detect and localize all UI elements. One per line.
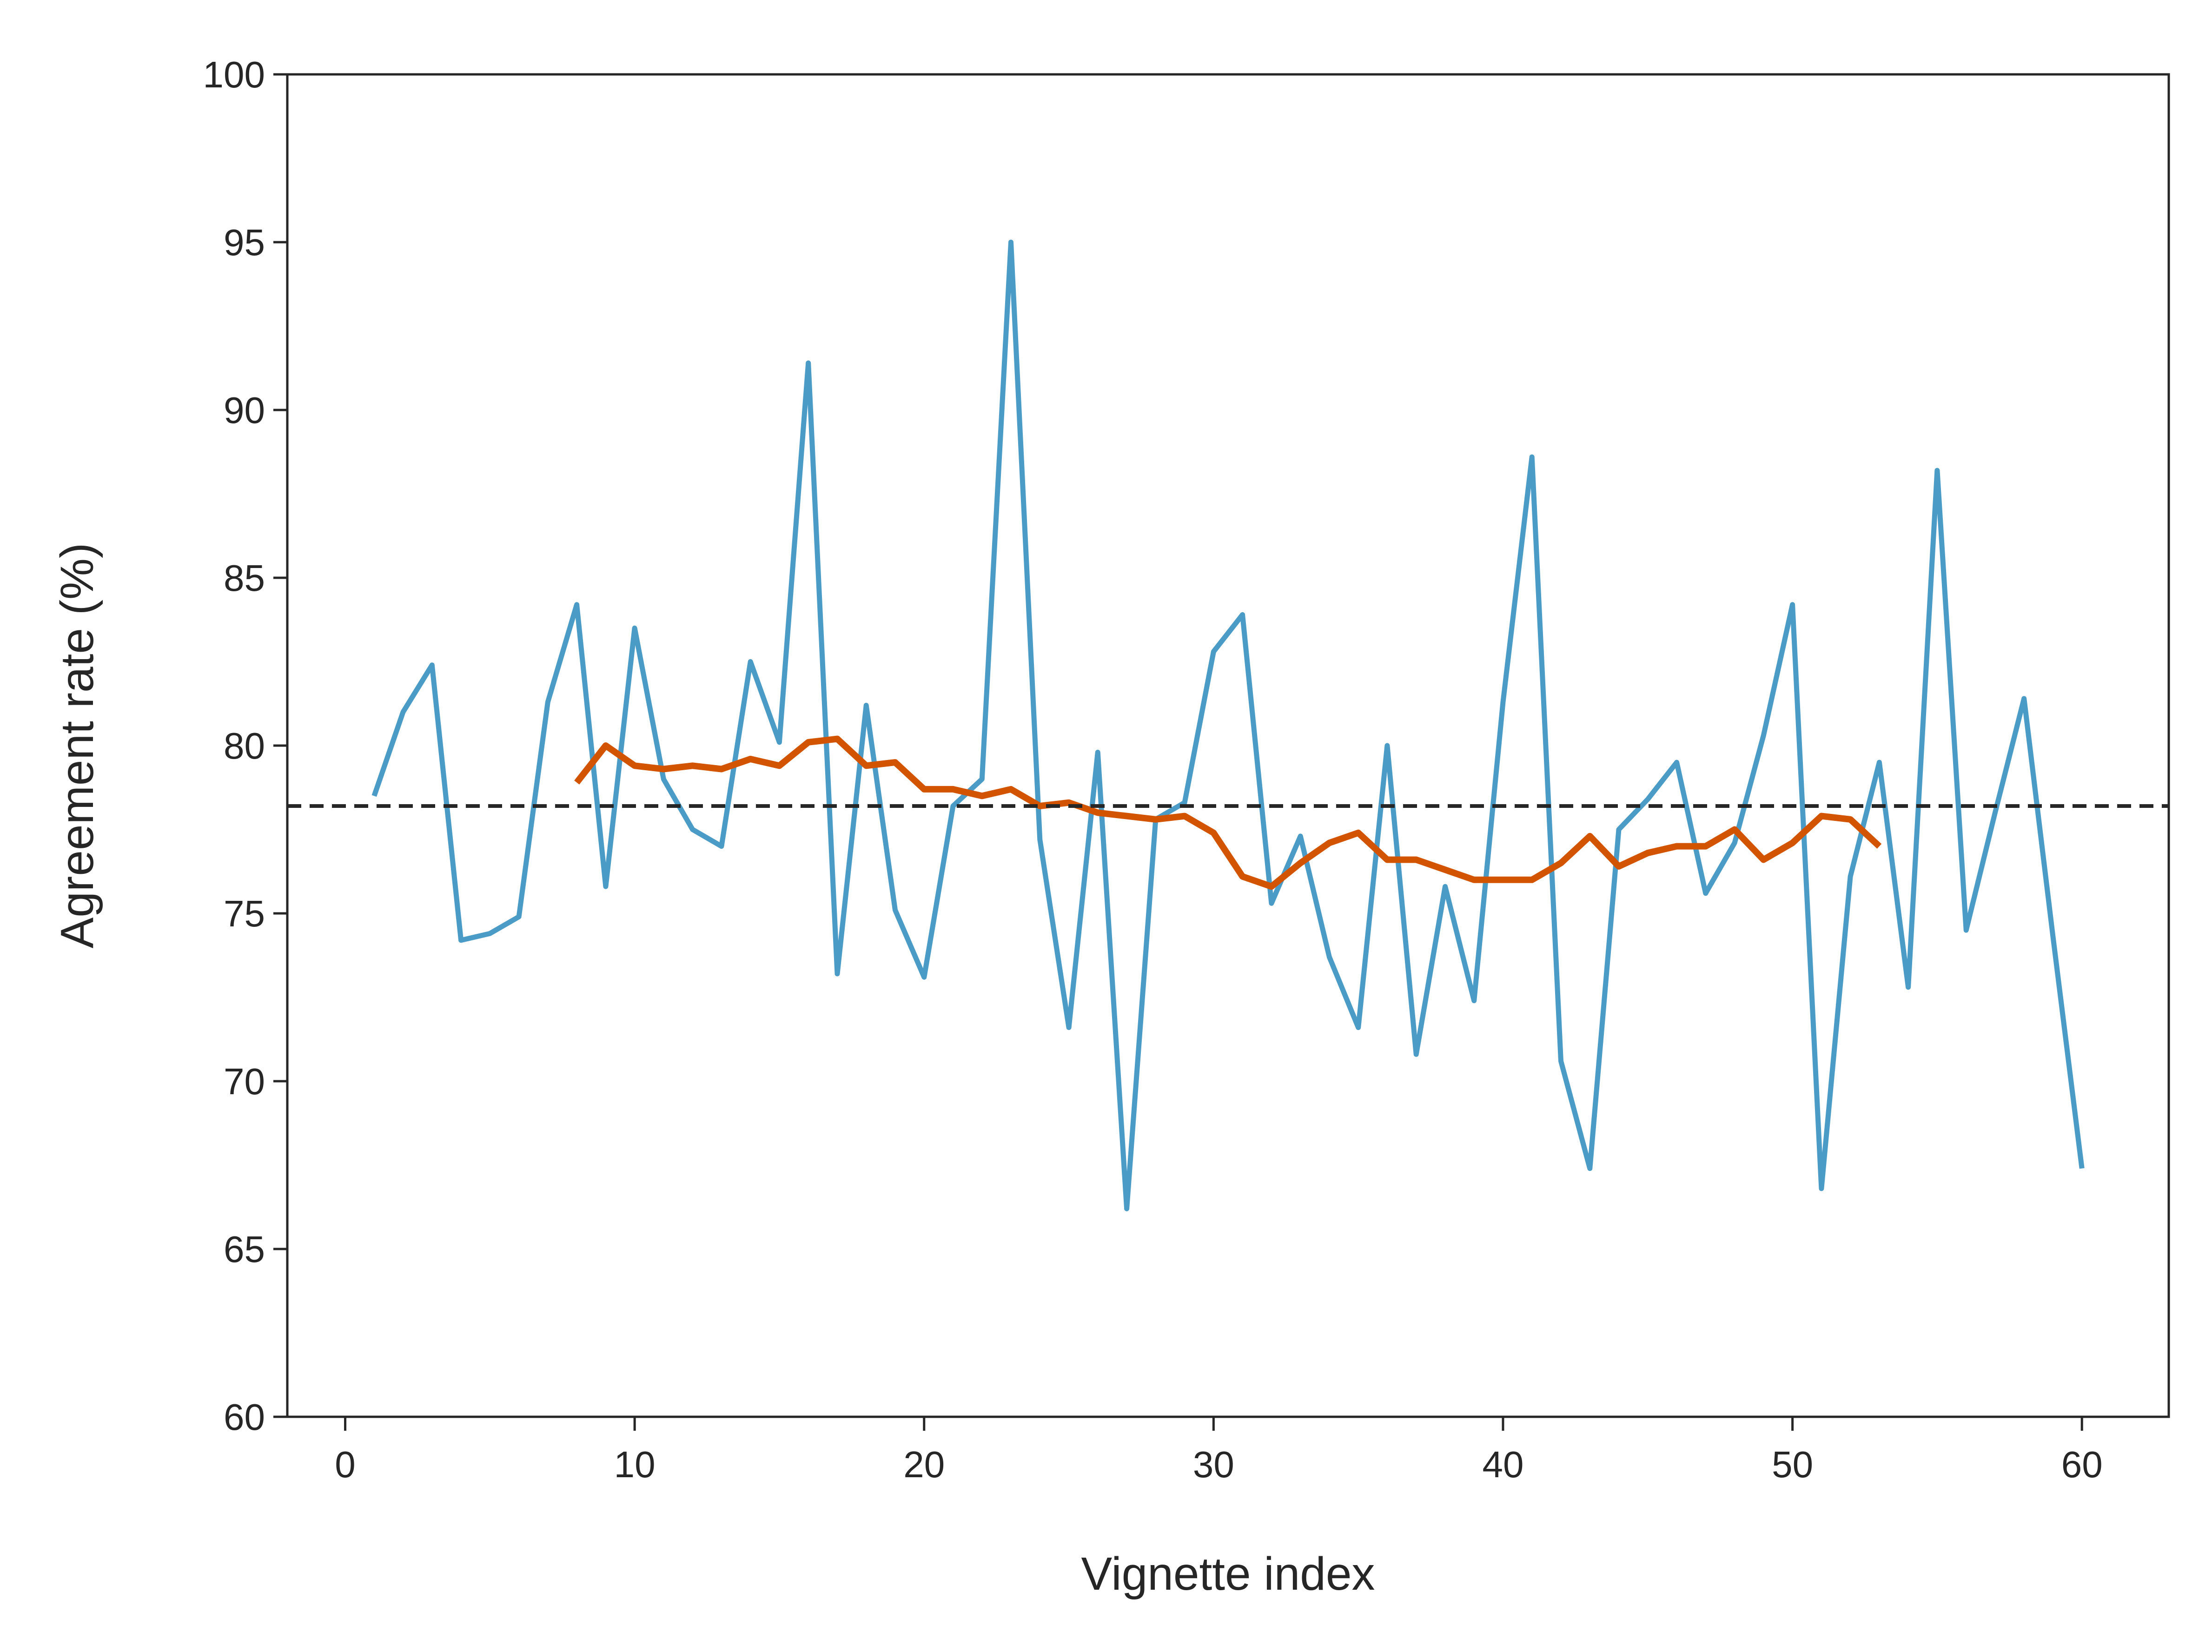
y-tick-label: 85 [224,557,265,599]
y-tick-label: 60 [224,1396,265,1438]
y-tick-label: 75 [224,893,265,934]
series-line-2 [574,735,1882,890]
y-tick-label: 90 [224,390,265,431]
plot-area [286,73,2170,1418]
x-tick-label: 10 [614,1444,656,1485]
y-tick-label: 80 [224,725,265,767]
x-tick-label: 30 [1193,1444,1234,1485]
y-tick-label: 100 [203,54,265,95]
y-tick-label: 70 [224,1061,265,1102]
x-tick-label: 0 [335,1444,356,1485]
y-tick-label: 65 [224,1229,265,1270]
y-tick-label: 95 [224,222,265,263]
x-tick-label: 40 [1482,1444,1523,1485]
series-line-1 [371,239,2085,1211]
y-axis-label: Agreement rate (%) [51,543,103,949]
x-axis-label: Vignette index [1081,1548,1375,1600]
x-tick-label: 60 [2061,1444,2103,1485]
y-axis: 60 65 70 75 80 85 90 95 100 [203,54,287,1438]
x-tick-label: 20 [903,1444,945,1485]
x-tick-label: 50 [1772,1444,1813,1485]
series-layer [371,239,2085,1211]
x-axis: 0 10 20 30 40 50 60 [335,1417,2103,1485]
plot-frame [286,73,2170,1418]
